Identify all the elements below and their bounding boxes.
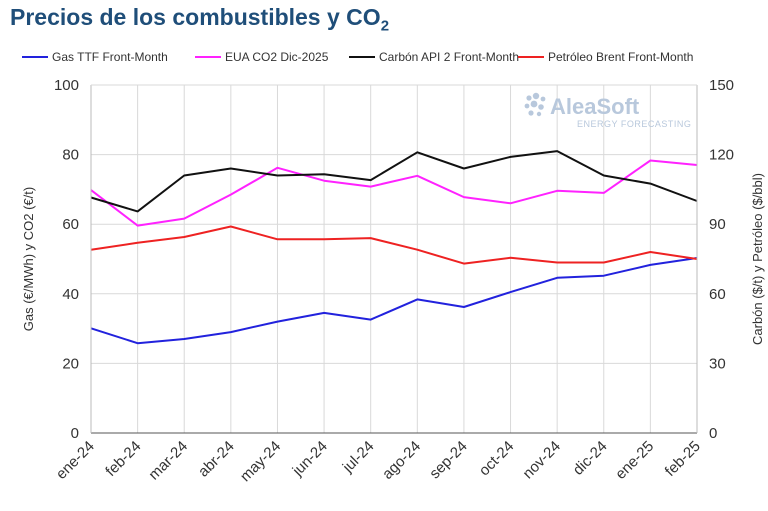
legend-item-2: EUA CO2 Dic-2025: [195, 50, 329, 64]
y-right-tick-label: 150: [709, 77, 734, 94]
y-right-tick-label: 120: [709, 147, 734, 164]
x-tick-label: sep-24: [426, 438, 470, 482]
x-tick-label: jul-24: [339, 438, 378, 477]
legend-label: EUA CO2 Dic-2025: [225, 50, 329, 64]
y-left-tick-label: 80: [62, 147, 79, 164]
series-lines: [90, 150, 698, 345]
grid-lines: [91, 84, 697, 433]
y-right-tick-label: 30: [709, 355, 726, 372]
y-left-tick-label: 0: [71, 425, 79, 442]
legend-item-1: Gas TTF Front-Month: [22, 50, 168, 64]
tick-labels: 0 20 40 60 80 100 0 30 60 90 120 150 ene-24 feb-24 mar…: [53, 77, 734, 485]
series-line-4: [90, 225, 698, 265]
y-right-tick-label: 60: [709, 286, 726, 303]
series-line-1: [90, 257, 698, 345]
y-right-tick-label: 90: [709, 216, 726, 233]
watermark-name: AleaSoft: [550, 94, 640, 119]
y-right-tick-label: 0: [709, 425, 717, 442]
y-axis-right-label: Carbón ($/t) y Petróleo ($/bbl): [750, 173, 765, 345]
series-line-2: [90, 159, 698, 227]
x-tick-label: ago-24: [379, 438, 424, 483]
legend-item-3: Carbón API 2 Front-Month: [349, 50, 519, 64]
logo-dot: [536, 111, 542, 117]
x-tick-label: ene-24: [53, 438, 98, 483]
x-tick-label: feb-25: [662, 438, 704, 480]
legend-label: Gas TTF Front-Month: [52, 50, 168, 64]
series-line-3: [90, 150, 698, 213]
x-tick-label: jun-24: [289, 438, 331, 480]
x-tick-label: ene-25: [612, 438, 657, 483]
logo-dot: [538, 104, 544, 110]
x-tick-label: oct-24: [476, 438, 518, 480]
x-tick-label: mar-24: [145, 438, 191, 484]
chart-title-main: Precios de los combustibles y CO: [10, 4, 381, 30]
logo-dot: [530, 100, 538, 108]
logo-dot: [532, 92, 540, 100]
x-tick-label: nov-24: [520, 438, 564, 482]
chart-title: Precios de los combustibles y CO2: [10, 4, 389, 35]
chart-title-subscript: 2: [380, 17, 390, 35]
logo-dot: [524, 103, 530, 109]
logo-dot: [526, 95, 532, 101]
legend-label: Petróleo Brent Front-Month: [548, 50, 693, 64]
y-left-tick-label: 20: [62, 355, 79, 372]
axes: [90, 84, 698, 434]
x-tick-label: abr-24: [195, 438, 238, 481]
aleasoft-logo-icon: [524, 92, 546, 117]
legend-item-4: Petróleo Brent Front-Month: [518, 50, 693, 64]
x-tick-label: dic-24: [570, 438, 611, 479]
watermark-tagline: ENERGY FORECASTING: [577, 119, 691, 129]
logo-dot: [540, 96, 546, 102]
y-left-tick-label: 60: [62, 216, 79, 233]
y-axis-left-label: Gas (€/MWh) y CO2 (€/t): [21, 187, 36, 331]
y-left-tick-label: 40: [62, 286, 79, 303]
legend-label: Carbón API 2 Front-Month: [379, 50, 519, 64]
legend: Gas TTF Front-Month EUA CO2 Dic-2025 Carbó…: [22, 50, 693, 64]
x-tick-label: feb-24: [102, 438, 144, 480]
y-left-tick-label: 100: [54, 77, 79, 94]
logo-dot: [528, 110, 534, 116]
x-tick-label: may-24: [237, 438, 284, 485]
